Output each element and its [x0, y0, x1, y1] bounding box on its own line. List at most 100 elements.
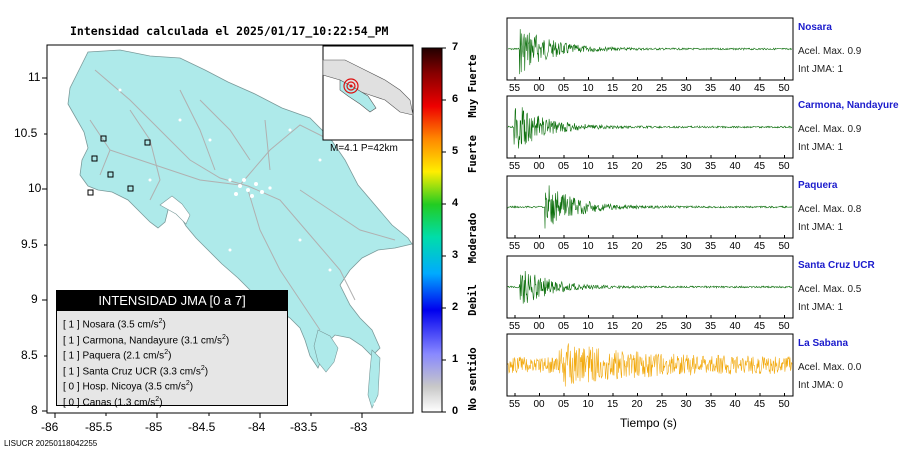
time-tick-label: 40	[729, 399, 741, 410]
time-tick-label: 35	[705, 321, 717, 332]
time-tick-label: 20	[631, 241, 643, 252]
colorbar-tick: 4	[452, 197, 459, 209]
station-name: Santa Cruz UCR	[798, 260, 875, 271]
time-tick-label: 25	[656, 83, 668, 94]
osa-peninsula	[313, 329, 339, 373]
time-tick-label: 35	[705, 161, 717, 172]
y-tick-label: 11	[28, 70, 41, 84]
time-axis-label: Tiempo (s)	[620, 416, 677, 430]
time-tick-label: 20	[631, 83, 643, 94]
legend-exponent: 2	[155, 395, 160, 403]
legend-row: [ 0 ] Canas (1.3 cm/s2)	[57, 392, 287, 408]
town-markers	[118, 88, 377, 406]
legend-close: )	[204, 365, 209, 377]
time-tick-label: 30	[680, 241, 692, 252]
inset-map	[322, 45, 414, 141]
legend-station: Carmona, Nandayure	[82, 334, 179, 346]
time-tick-label: 50	[778, 399, 790, 410]
legend-level: [ 1 ]	[63, 334, 80, 346]
station-accel: Acel. Max. 0.0	[798, 362, 862, 373]
legend-accel: (1.3 cm/s	[114, 396, 156, 408]
time-tick-label: 10	[582, 161, 594, 172]
y-tick-label: 10	[28, 181, 42, 195]
legend-accel: (3.1 cm/s	[180, 334, 222, 346]
station-intensity: Int JMA: 1	[798, 222, 844, 233]
legend-level: [ 0 ]	[63, 396, 80, 408]
time-tick-label: 40	[729, 83, 741, 94]
time-tick-label: 00	[533, 161, 545, 172]
legend-exponent: 2	[185, 380, 190, 387]
legend-accel: (2.1 cm/s	[123, 350, 165, 362]
burica-point	[367, 349, 381, 409]
y-tick-label: 10.5	[14, 126, 38, 140]
colorbar-label: Debil	[467, 284, 479, 316]
legend-close: )	[162, 319, 166, 331]
time-tick-label: 35	[705, 399, 717, 410]
colorbar-label: No sentido	[467, 347, 479, 411]
time-tick-label: 00	[533, 83, 545, 94]
legend-row: [ 1 ] Santa Cruz UCR (3.3 cm/s2)	[57, 361, 287, 377]
time-tick-label: 10	[582, 399, 594, 410]
time-tick-label: 55	[509, 161, 521, 172]
time-tick-label: 40	[729, 161, 741, 172]
time-tick-label: 00	[533, 241, 545, 252]
time-tick-label: 55	[509, 83, 521, 94]
time-tick-label: 55	[509, 241, 521, 252]
time-tick-label: 45	[754, 241, 766, 252]
colorbar-tick: 3	[452, 249, 459, 261]
legend-station: Canas	[82, 396, 112, 408]
time-tick-label: 50	[778, 241, 790, 252]
x-tick-label: -83.5	[290, 420, 318, 434]
legend-close: )	[189, 381, 194, 393]
x-tick-label: -86	[41, 420, 59, 434]
time-tick-label: 30	[680, 321, 692, 332]
time-tick-label: 15	[607, 83, 619, 94]
time-tick-label: 20	[631, 161, 643, 172]
time-tick-label: 00	[533, 399, 545, 410]
colorbar-ticks	[442, 47, 446, 413]
legend-station: Paquera	[82, 350, 121, 362]
station-intensity: Int JMA: 1	[798, 142, 844, 153]
x-tick-label: -84.5	[188, 420, 216, 434]
time-tick-label: 20	[631, 321, 643, 332]
legend-level: [ 0 ]	[63, 381, 80, 393]
time-tick-label: 50	[778, 161, 790, 172]
colorbar-tick: 5	[452, 145, 459, 157]
station-accel: Acel. Max. 0.5	[798, 284, 862, 295]
inset-label: M=4.1 P=42km	[330, 143, 398, 154]
legend-title: INTENSIDAD JMA [0 a 7]	[57, 291, 287, 311]
station-accel: Acel. Max. 0.9	[798, 46, 862, 57]
legend-station: Santa Cruz UCR	[82, 365, 157, 377]
time-tick-label: 40	[729, 241, 741, 252]
legend-level: [ 1 ]	[63, 365, 80, 377]
legend-station: Hosp. Nicoya	[82, 381, 142, 393]
legend-exponent: 2	[200, 364, 205, 372]
time-tick-label: 05	[558, 241, 570, 252]
time-tick-label: 35	[705, 83, 717, 94]
time-tick-label: 25	[656, 241, 668, 252]
time-tick-label: 10	[582, 321, 594, 332]
legend-close: )	[225, 334, 230, 346]
legend-row: [ 1 ] Carmona, Nandayure (3.1 cm/s2)	[57, 330, 287, 346]
legend-exponent: 2	[221, 333, 226, 341]
time-tick-label: 45	[754, 161, 766, 172]
seismogram-trace	[507, 29, 793, 75]
time-tick-label: 45	[754, 321, 766, 332]
time-tick-label: 15	[607, 161, 619, 172]
time-tick-label: 50	[778, 83, 790, 94]
colorbar-label: Muy Fuerte	[467, 54, 479, 118]
time-tick-label: 25	[656, 321, 668, 332]
legend-row: [ 1 ] Nosara (3.5 cm/s2)	[57, 314, 287, 330]
y-tick-label: 9	[31, 292, 38, 306]
seismogram-trace	[507, 107, 793, 149]
legend-accel: (3.3 cm/s	[159, 365, 201, 377]
costa-rica-land	[67, 49, 413, 369]
legend-close: )	[159, 396, 163, 408]
station-name: Nosara	[798, 22, 832, 33]
time-tick-label: 10	[582, 83, 594, 94]
seismogram-trace	[507, 343, 793, 387]
time-tick-label: 55	[509, 321, 521, 332]
time-tick-label: 55	[509, 399, 521, 410]
x-tick-label: -83	[350, 420, 368, 434]
